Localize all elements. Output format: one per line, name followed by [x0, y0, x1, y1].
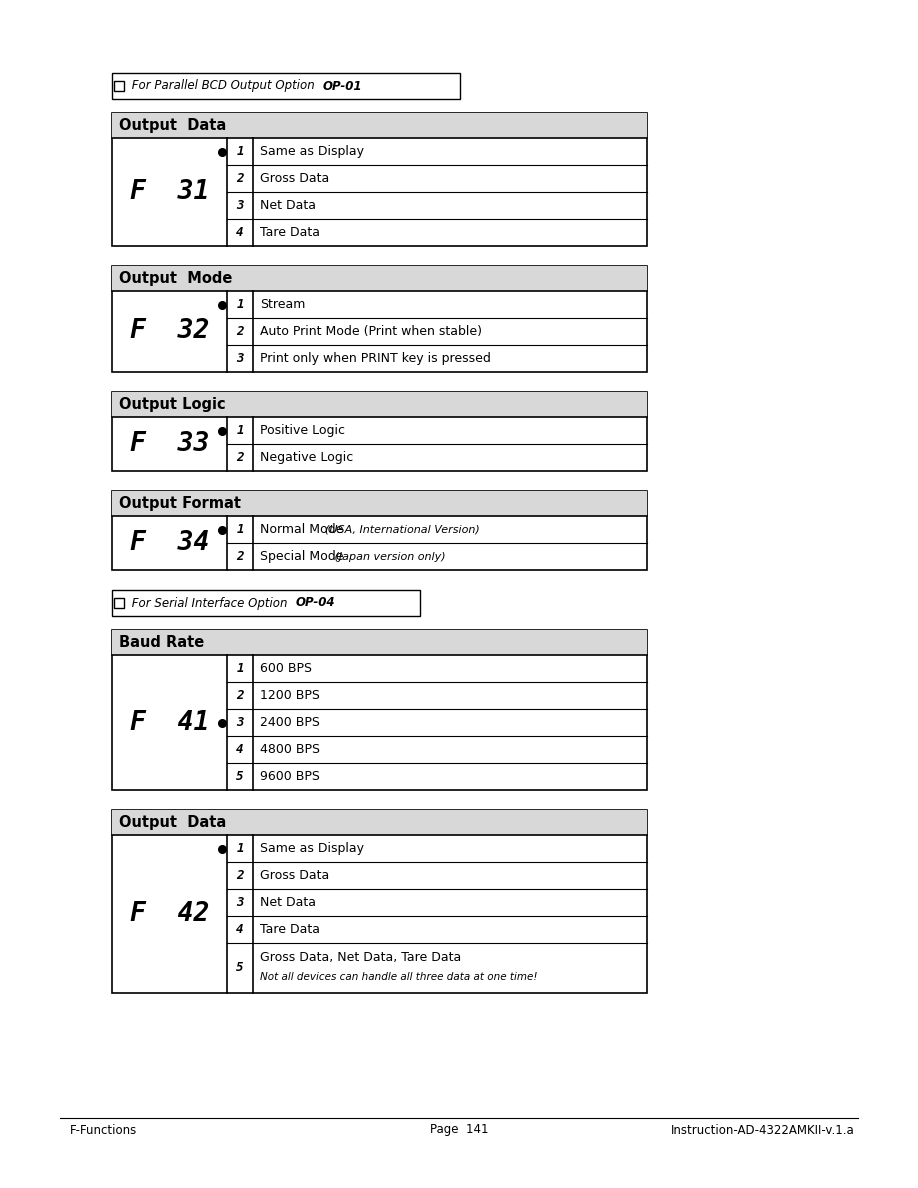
Text: 2: 2	[236, 326, 244, 339]
Text: Output  Data: Output Data	[119, 815, 226, 830]
Text: Same as Display: Same as Display	[260, 145, 364, 158]
Text: Tare Data: Tare Data	[260, 226, 320, 239]
Text: Not all devices can handle all three data at one time!: Not all devices can handle all three dat…	[260, 972, 538, 982]
Text: Gross Data: Gross Data	[260, 172, 330, 185]
Text: 2: 2	[236, 689, 244, 702]
Bar	[112, 266, 647, 372]
Text: F  32: F 32	[129, 318, 209, 345]
Text: F  31: F 31	[129, 179, 209, 206]
Text: 1: 1	[236, 145, 244, 158]
Text: 3: 3	[236, 716, 244, 729]
Text: Positive Logic: Positive Logic	[260, 424, 345, 437]
Text: F  41: F 41	[129, 709, 209, 735]
Text: Output  Data: Output Data	[119, 118, 226, 133]
Text: 2: 2	[236, 868, 244, 881]
Text: Output Logic: Output Logic	[119, 397, 226, 412]
Text: 9600 BPS: 9600 BPS	[260, 770, 319, 783]
Bar	[112, 590, 420, 617]
Text: 4800 BPS: 4800 BPS	[260, 742, 320, 756]
Bar	[114, 598, 124, 608]
Text: Output Format: Output Format	[119, 497, 241, 511]
Text: 1200 BPS: 1200 BPS	[260, 689, 319, 702]
Text: 1: 1	[236, 662, 244, 675]
Text: 1: 1	[236, 298, 244, 311]
Text: 3: 3	[236, 352, 244, 365]
Bar	[112, 810, 647, 993]
Text: F  42: F 42	[129, 901, 209, 927]
Text: Auto Print Mode (Print when stable): Auto Print Mode (Print when stable)	[260, 326, 482, 339]
Text: For Serial Interface Option: For Serial Interface Option	[128, 596, 291, 609]
Bar	[112, 113, 647, 138]
Text: F-Functions: F-Functions	[70, 1124, 138, 1137]
Bar	[112, 630, 647, 655]
Bar	[112, 266, 647, 291]
Text: 1: 1	[236, 523, 244, 536]
Text: Instruction-AD-4322AMKII-v.1.a: Instruction-AD-4322AMKII-v.1.a	[671, 1124, 855, 1137]
Text: 2: 2	[236, 451, 244, 465]
Text: 2: 2	[236, 172, 244, 185]
Text: F  34: F 34	[129, 530, 209, 556]
Text: 3: 3	[236, 200, 244, 211]
Text: (Japan version only): (Japan version only)	[324, 551, 445, 562]
Text: 4: 4	[236, 226, 244, 239]
Text: 2: 2	[236, 550, 244, 563]
Text: 5: 5	[236, 961, 244, 974]
Text: Normal Mode: Normal Mode	[260, 523, 343, 536]
Text: 3: 3	[236, 896, 244, 909]
Bar	[112, 392, 647, 417]
Text: Special Mode: Special Mode	[260, 550, 343, 563]
Bar	[112, 491, 647, 570]
Text: 1: 1	[236, 424, 244, 437]
Text: Page  141: Page 141	[430, 1124, 488, 1137]
Text: F  33: F 33	[129, 431, 209, 457]
Text: Net Data: Net Data	[260, 896, 316, 909]
Text: Print only when PRINT key is pressed: Print only when PRINT key is pressed	[260, 352, 491, 365]
Bar	[112, 72, 460, 99]
Text: 1: 1	[236, 842, 244, 855]
Text: Gross Data: Gross Data	[260, 868, 330, 881]
Text: 5: 5	[236, 770, 244, 783]
Text: Same as Display: Same as Display	[260, 842, 364, 855]
Text: Tare Data: Tare Data	[260, 923, 320, 936]
Text: Gross Data, Net Data, Tare Data: Gross Data, Net Data, Tare Data	[260, 952, 461, 965]
Text: Baud Rate: Baud Rate	[119, 636, 204, 650]
Bar	[112, 113, 647, 246]
Text: (USA, International Version): (USA, International Version)	[319, 524, 480, 535]
Text: 4: 4	[236, 742, 244, 756]
Text: Net Data: Net Data	[260, 200, 316, 211]
Bar	[112, 392, 647, 470]
Text: 4: 4	[236, 923, 244, 936]
Text: 600 BPS: 600 BPS	[260, 662, 312, 675]
Text: Negative Logic: Negative Logic	[260, 451, 353, 465]
Text: For Parallel BCD Output Option: For Parallel BCD Output Option	[128, 80, 319, 93]
Bar	[112, 491, 647, 516]
Bar	[112, 810, 647, 835]
Text: OP-01: OP-01	[323, 80, 363, 93]
Text: Output  Mode: Output Mode	[119, 271, 232, 286]
Text: Stream: Stream	[260, 298, 306, 311]
Bar	[112, 630, 647, 790]
Text: OP-04: OP-04	[296, 596, 335, 609]
Bar	[114, 81, 124, 91]
Text: 2400 BPS: 2400 BPS	[260, 716, 319, 729]
